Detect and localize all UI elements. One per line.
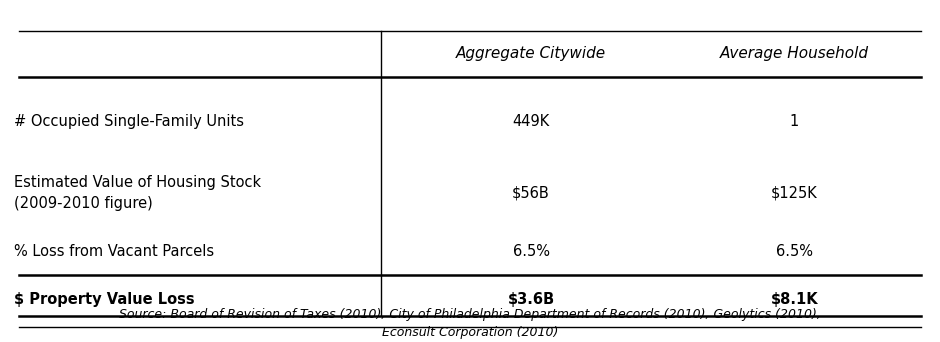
Text: % Loss from Vacant Parcels: % Loss from Vacant Parcels — [14, 244, 214, 259]
Text: $8.1K: $8.1K — [771, 292, 818, 307]
Text: Estimated Value of Housing Stock
(2009-2010 figure): Estimated Value of Housing Stock (2009-2… — [14, 175, 261, 211]
Text: $125K: $125K — [771, 186, 818, 201]
Text: Aggregate Citywide: Aggregate Citywide — [456, 45, 606, 61]
Text: 1: 1 — [790, 114, 799, 129]
Text: Source: Board of Revision of Taxes (2010), City of Philadelphia Department of Re: Source: Board of Revision of Taxes (2010… — [119, 307, 821, 339]
Text: # Occupied Single-Family Units: # Occupied Single-Family Units — [14, 114, 244, 129]
Text: $56B: $56B — [512, 186, 550, 201]
Text: Average Household: Average Household — [720, 45, 869, 61]
Text: 6.5%: 6.5% — [512, 244, 550, 259]
Text: 449K: 449K — [512, 114, 550, 129]
Text: $3.6B: $3.6B — [508, 292, 555, 307]
Text: 6.5%: 6.5% — [776, 244, 813, 259]
Text: $ Property Value Loss: $ Property Value Loss — [14, 292, 195, 307]
